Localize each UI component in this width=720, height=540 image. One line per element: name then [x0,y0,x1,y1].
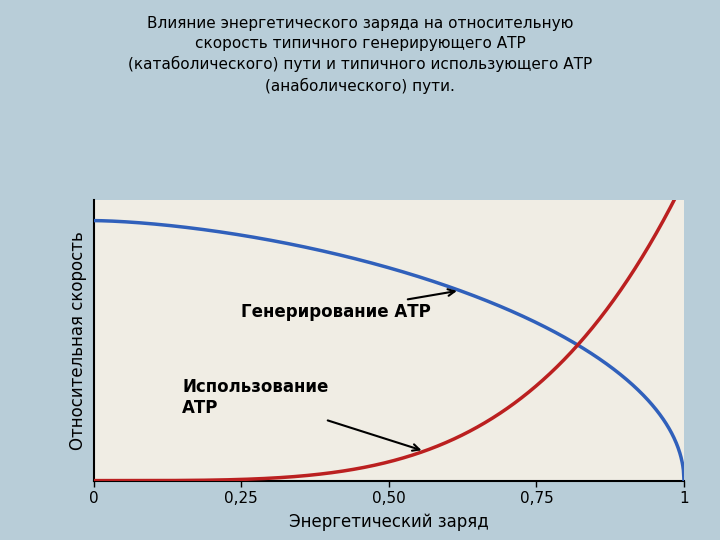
X-axis label: Энергетический заряд: Энергетический заряд [289,513,489,531]
Text: Влияние энергетического заряда на относительную
скорость типичного генерирующего: Влияние энергетического заряда на относи… [128,16,592,94]
Y-axis label: Относительная скорость: Относительная скорость [68,231,86,450]
Text: Генерирование АТР: Генерирование АТР [241,289,454,321]
Text: Использование
АТР: Использование АТР [182,378,419,451]
